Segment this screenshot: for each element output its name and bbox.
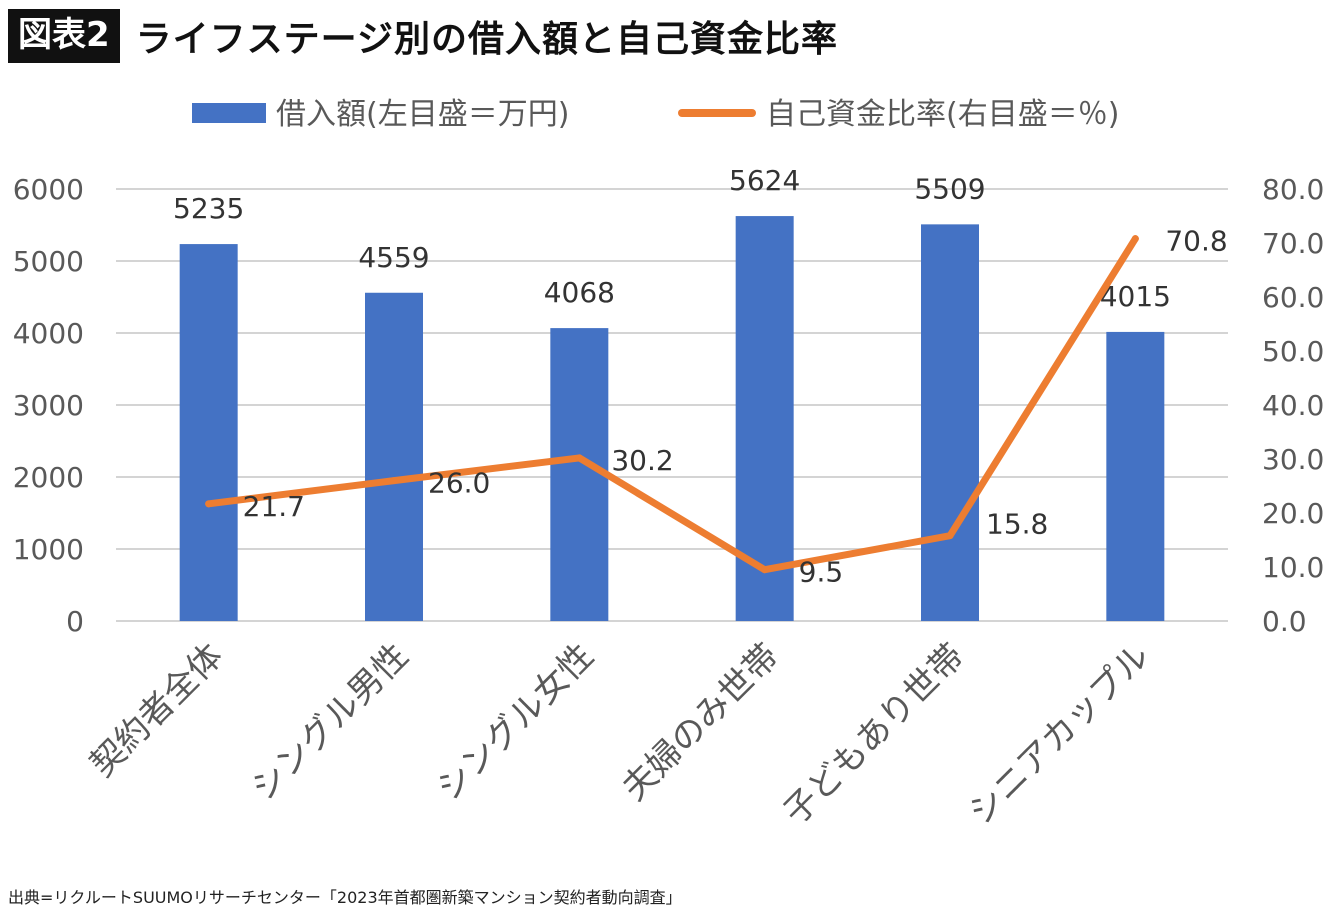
- bar: [921, 224, 979, 622]
- line-series: [205, 235, 1139, 574]
- bar: [365, 292, 423, 621]
- figure-tag: 図表2: [8, 9, 120, 63]
- combo-chart: 0 1000 2000 3000 4000 5000 6000 0.0 10.0 20.0 30.0…: [13, 97, 1325, 833]
- line-point: [946, 532, 954, 540]
- y-left-tick-label: 1000: [13, 533, 84, 566]
- legend-bar-label: 借入額(左目盛＝万円): [276, 97, 569, 132]
- y-left-tick-label: 5000: [13, 245, 84, 278]
- x-category-label: シングル女性: [429, 636, 602, 809]
- y-left-tick-label: 4000: [13, 317, 84, 350]
- bar: [550, 328, 609, 621]
- bar-data-label: 4068: [544, 276, 615, 309]
- y-left-tick-label: 6000: [13, 173, 84, 206]
- chart-header: 図表2 ライフステージ別の借入額と自己資金比率: [8, 8, 838, 64]
- y-left-tick-label: 2000: [13, 461, 84, 494]
- x-category-label: 子どもあり世帯: [776, 636, 973, 833]
- bar: [735, 216, 794, 621]
- legend-line-label: 自己資金比率(右目盛＝％): [766, 97, 1119, 132]
- line-data-label: 9.5: [799, 556, 844, 589]
- bar-data-label: 5235: [173, 192, 244, 225]
- line-data-label: 30.2: [611, 444, 673, 477]
- legend-bar-swatch: [192, 103, 266, 123]
- line-point: [390, 477, 398, 485]
- bar-data-label: 5624: [729, 164, 800, 197]
- y-right-tick-label: 70.0: [1262, 227, 1324, 260]
- line-point: [205, 500, 213, 508]
- y-right-tick-label: 60.0: [1262, 281, 1324, 314]
- bar-data-label: 5509: [914, 172, 985, 205]
- line-data-label: 21.7: [243, 490, 305, 523]
- source-note: 出典=リクルートSUUMOリサーチセンター「2023年首都圏新築マンション契約者…: [8, 888, 682, 907]
- y-right-tick-label: 30.0: [1262, 443, 1324, 476]
- line-point: [1131, 235, 1139, 243]
- y-left-tick-label: 3000: [13, 389, 84, 422]
- chart-title: ライフステージ別の借入額と自己資金比率: [135, 19, 838, 60]
- y-right-tick-label: 50.0: [1262, 335, 1324, 368]
- bar: [179, 244, 238, 621]
- y-right-tick-label: 40.0: [1262, 389, 1324, 422]
- bar: [1106, 331, 1165, 621]
- x-category-label: 夫婦のみ世帯: [614, 636, 787, 809]
- y-right-tick-label: 10.0: [1262, 551, 1324, 584]
- x-category-label: 契約者全体: [83, 636, 231, 784]
- bar-data-label: 4015: [1100, 280, 1171, 313]
- y-left-tick-label: 0: [66, 605, 84, 638]
- line-point: [761, 566, 769, 574]
- line-point: [575, 454, 583, 462]
- line-data-label: 15.8: [986, 508, 1048, 541]
- line-data-label: 26.0: [428, 467, 490, 500]
- y-right-tick-label: 20.0: [1262, 497, 1324, 530]
- line-data-label: 70.8: [1165, 225, 1227, 258]
- bar-data-label: 4559: [358, 241, 429, 274]
- x-category-label: シニアカップル: [961, 636, 1158, 833]
- x-category-label: シングル男性: [244, 636, 417, 809]
- y-right-tick-label: 0.0: [1262, 605, 1307, 638]
- y-right-tick-label: 80.0: [1262, 173, 1324, 206]
